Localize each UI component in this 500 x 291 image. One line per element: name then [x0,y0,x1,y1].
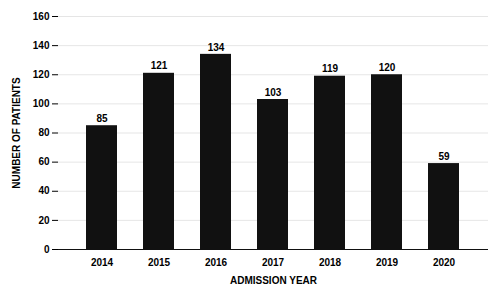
svg-text:0: 0 [44,244,50,255]
svg-text:59: 59 [438,151,450,162]
svg-text:2016: 2016 [205,257,228,268]
svg-text:20: 20 [38,215,50,226]
svg-text:85: 85 [96,113,108,124]
svg-text:80: 80 [38,127,50,138]
svg-text:2014: 2014 [91,257,114,268]
svg-text:120: 120 [33,69,50,80]
svg-text:60: 60 [38,156,50,167]
svg-text:140: 140 [33,40,50,51]
svg-text:40: 40 [38,185,50,196]
svg-text:NUMBER OF PATIENTS: NUMBER OF PATIENTS [11,77,22,189]
svg-text:2020: 2020 [433,257,456,268]
svg-text:120: 120 [379,62,396,73]
svg-text:121: 121 [151,60,168,71]
svg-text:134: 134 [208,42,225,53]
svg-text:2017: 2017 [262,257,285,268]
svg-text:2015: 2015 [148,257,171,268]
svg-text:160: 160 [33,11,50,22]
svg-text:103: 103 [265,87,282,98]
svg-text:100: 100 [33,98,50,109]
svg-text:ADMISSION YEAR: ADMISSION YEAR [230,275,318,286]
svg-text:119: 119 [322,63,339,74]
svg-text:2018: 2018 [319,257,342,268]
svg-text:2019: 2019 [376,257,399,268]
